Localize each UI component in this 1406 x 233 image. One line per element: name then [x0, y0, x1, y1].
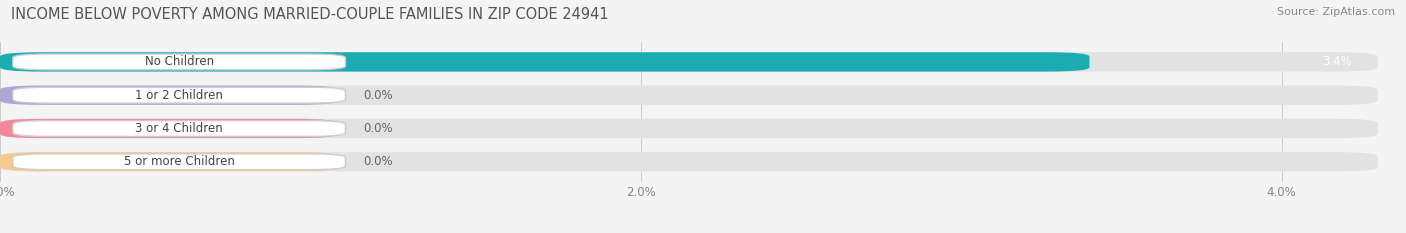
Text: No Children: No Children [145, 55, 214, 69]
FancyBboxPatch shape [13, 154, 346, 170]
Text: 5 or more Children: 5 or more Children [124, 155, 235, 168]
Text: 0.0%: 0.0% [363, 89, 392, 102]
FancyBboxPatch shape [13, 120, 346, 136]
Text: 0.0%: 0.0% [363, 155, 392, 168]
FancyBboxPatch shape [0, 86, 337, 105]
FancyBboxPatch shape [0, 86, 1378, 105]
FancyBboxPatch shape [0, 52, 1378, 72]
FancyBboxPatch shape [13, 54, 346, 70]
FancyBboxPatch shape [0, 152, 1378, 171]
Text: 0.0%: 0.0% [363, 122, 392, 135]
FancyBboxPatch shape [0, 119, 1378, 138]
FancyBboxPatch shape [13, 87, 346, 103]
FancyBboxPatch shape [0, 152, 337, 171]
Text: 3.4%: 3.4% [1323, 55, 1353, 69]
Text: 1 or 2 Children: 1 or 2 Children [135, 89, 224, 102]
FancyBboxPatch shape [0, 52, 1090, 72]
Text: Source: ZipAtlas.com: Source: ZipAtlas.com [1277, 7, 1395, 17]
Text: INCOME BELOW POVERTY AMONG MARRIED-COUPLE FAMILIES IN ZIP CODE 24941: INCOME BELOW POVERTY AMONG MARRIED-COUPL… [11, 7, 609, 22]
FancyBboxPatch shape [0, 119, 337, 138]
Text: 3 or 4 Children: 3 or 4 Children [135, 122, 224, 135]
